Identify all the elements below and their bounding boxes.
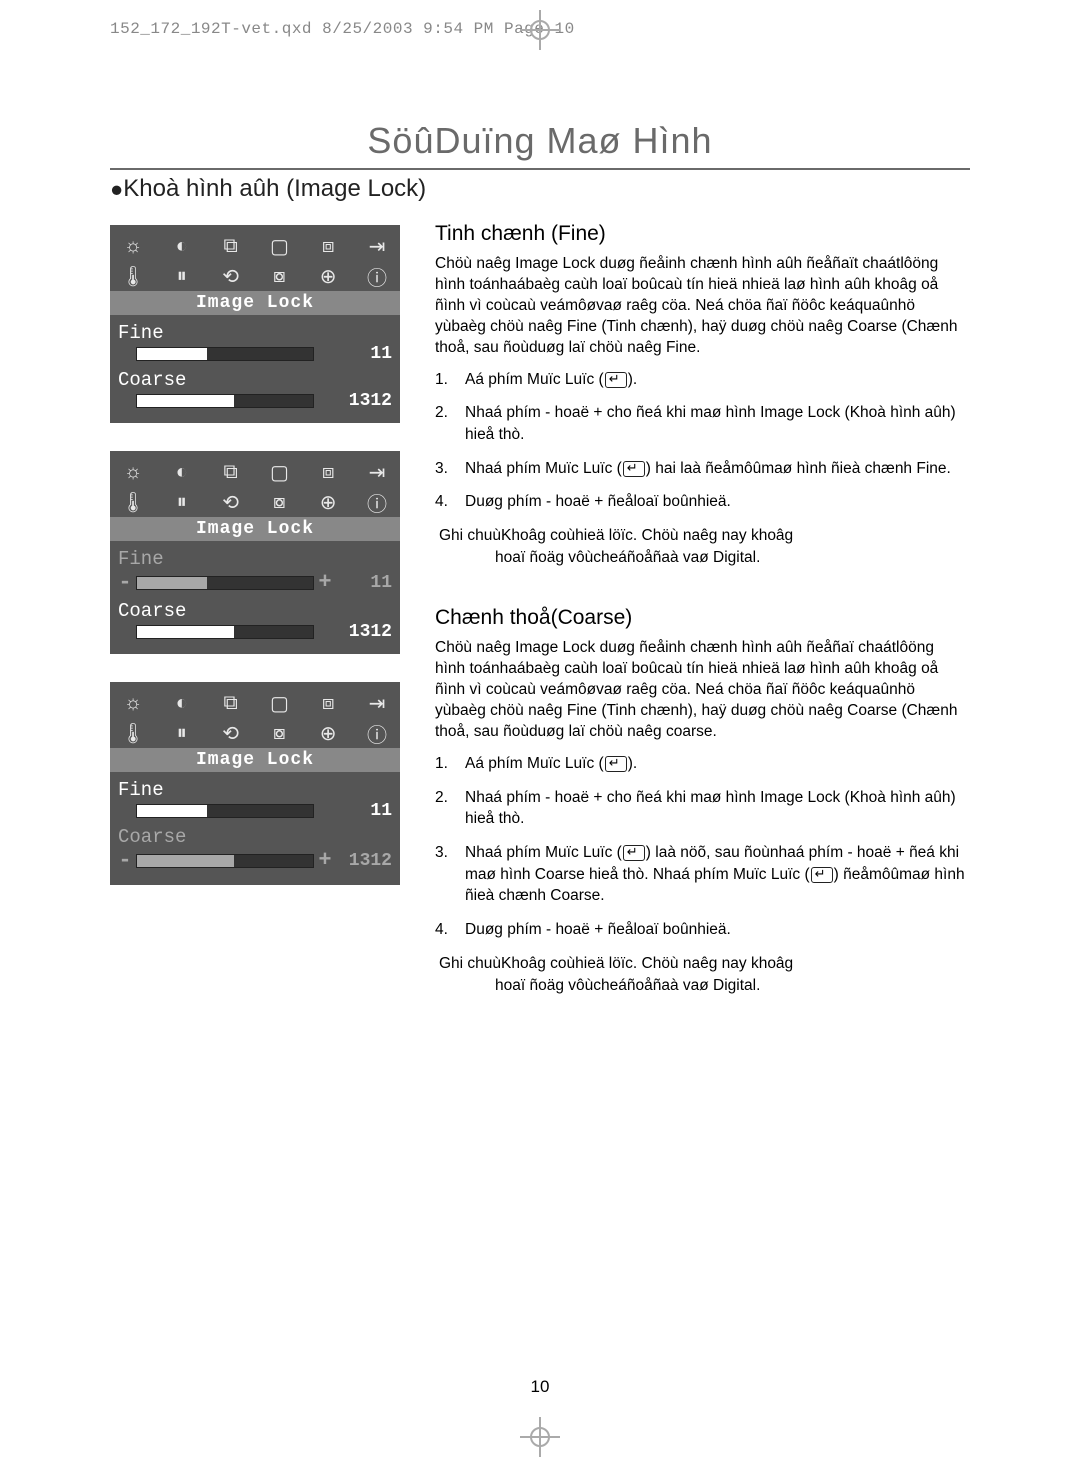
osd-label-bar: Image Lock (110, 291, 400, 315)
osd-panel: ☼ ◐ ⧉ ▢ ⧈ ⇥ 🌡 ⏸ ⟲ ⧇ ⊕ ⓘImage Lock Fine11 Coarse- +1312 (110, 682, 400, 885)
osd-icon: ⓘ (362, 489, 392, 515)
osd-icon: ⓘ (362, 263, 392, 289)
osd-item-name: Fine (118, 779, 392, 801)
osd-icon: ⧇ (264, 489, 294, 515)
osd-value: 1312 (336, 851, 392, 871)
enter-key-icon (605, 756, 627, 772)
osd-plus: + (318, 848, 332, 873)
osd-icon: ⊕ (313, 489, 343, 515)
osd-icon: ⊕ (313, 720, 343, 746)
coarse-steps: 1.Aá phím Muïc Luïc (). 2.Nhaá phím - hoa… (435, 753, 965, 941)
osd-icon: ⧈ (313, 233, 343, 259)
step-item: 4.Duøg phím - hoaë + ñeåloaï boûnhieä. (435, 919, 965, 941)
osd-panel: ☼ ◐ ⧉ ▢ ⧈ ⇥ 🌡 ⏸ ⟲ ⧇ ⊕ ⓘImage Lock Fine- +11 Coarse1312 (110, 451, 400, 654)
osd-icon: ⧈ (313, 690, 343, 716)
osd-icon: 🌡 (118, 720, 148, 746)
osd-icon: ⏸ (167, 720, 197, 746)
osd-icon: 🌡 (118, 489, 148, 515)
osd-slider (136, 804, 314, 818)
step-item: 4.Duøg phím - hoaë + ñeåloaï boûnhieä. (435, 491, 965, 513)
document-meta: 152_172_192T-vet.qxd 8/25/2003 9:54 PM P… (110, 20, 575, 38)
osd-slider (136, 394, 314, 408)
coarse-paragraph: Chöù naêg Image Lock duøg ñeåinh chænh h… (435, 638, 965, 743)
osd-icon: ⓘ (362, 720, 392, 746)
osd-icon: 🌡 (118, 263, 148, 289)
enter-key-icon (605, 372, 627, 388)
osd-value: 1312 (336, 622, 392, 642)
osd-icon: ⧈ (313, 459, 343, 485)
osd-icon: ⏸ (167, 489, 197, 515)
fine-steps: 1.Aá phím Muïc Luïc (). 2.Nhaá phím - hoa… (435, 369, 965, 513)
step-item: 3.Nhaá phím Muïc Luïc () hai laà ñeåmôûm… (435, 458, 965, 480)
osd-value: 1312 (336, 391, 392, 411)
fine-heading: Tinh chænh (Fine) (435, 222, 965, 246)
step-item: 2.Nhaá phím - hoaë + cho ñeá khi maø hìn… (435, 402, 965, 445)
osd-slider (136, 576, 314, 590)
osd-icon: ⇥ (362, 690, 392, 716)
osd-label-bar: Image Lock (110, 748, 400, 772)
osd-label-bar: Image Lock (110, 517, 400, 541)
osd-icon: ⧉ (216, 459, 246, 485)
osd-panel: ☼ ◐ ⧉ ▢ ⧈ ⇥ 🌡 ⏸ ⟲ ⧇ ⊕ ⓘImage Lock Fine11 Coarse1312 (110, 225, 400, 423)
osd-slider (136, 854, 314, 868)
enter-key-icon (623, 845, 645, 861)
page-number: 10 (531, 1377, 550, 1397)
osd-item-name: Fine (118, 548, 392, 570)
osd-icon: ⏸ (167, 263, 197, 289)
osd-value: 11 (336, 801, 392, 821)
coarse-heading: Chænh thoå(Coarse) (435, 606, 965, 630)
coarse-note: Ghi chuùKhoâg coùhieä löïc. Chöù naêg na… (435, 953, 965, 996)
fine-paragraph: Chöù naêg Image Lock duøg ñeåinh chænh h… (435, 254, 965, 359)
step-item: 1.Aá phím Muïc Luïc (). (435, 369, 965, 391)
step-item: 3.Nhaá phím Muïc Luïc () laà nöõ, sau ño… (435, 842, 965, 907)
osd-icon: ⟲ (216, 263, 246, 289)
fine-note: Ghi chuùKhoâg coùhieä löïc. Chöù naêg na… (435, 525, 965, 568)
enter-key-icon (811, 867, 833, 883)
text-column: Tinh chænh (Fine) Chöù naêg Image Lock d… (435, 222, 965, 996)
osd-icon: ☼ (118, 459, 148, 485)
osd-icon: ⊕ (313, 263, 343, 289)
section-heading: ●Khoà hình aûh (Image Lock) (110, 175, 426, 203)
osd-icon: ⟲ (216, 489, 246, 515)
osd-icon: ⟲ (216, 720, 246, 746)
osd-icon: ⧉ (216, 233, 246, 259)
osd-icon: ▢ (264, 459, 294, 485)
osd-value: 11 (336, 573, 392, 593)
osd-item-name: Fine (118, 322, 392, 344)
osd-minus: - (118, 848, 132, 873)
osd-icon: ◐ (167, 690, 197, 716)
step-item: 2.Nhaá phím - hoaë + cho ñeá khi maø hìn… (435, 787, 965, 830)
enter-key-icon (623, 461, 645, 477)
osd-value: 11 (336, 344, 392, 364)
osd-icon: ▢ (264, 690, 294, 716)
osd-icon: ◐ (167, 459, 197, 485)
osd-icon: ▢ (264, 233, 294, 259)
osd-slider (136, 625, 314, 639)
step-item: 1.Aá phím Muïc Luïc (). (435, 753, 965, 775)
osd-icon: ⇥ (362, 233, 392, 259)
osd-item-name: Coarse (118, 826, 392, 848)
osd-minus: - (118, 570, 132, 595)
osd-icon: ☼ (118, 690, 148, 716)
osd-plus: + (318, 570, 332, 595)
osd-icon: ⧉ (216, 690, 246, 716)
osd-column: ☼◐⧉▢⧈⇥🌡⏸⟲⧇⊕ⓘImage LockFine11Coarse1312☼◐… (110, 225, 420, 913)
osd-icon: ◐ (167, 233, 197, 259)
osd-icon: ☼ (118, 233, 148, 259)
osd-icon: ⧇ (264, 720, 294, 746)
osd-item-name: Coarse (118, 600, 392, 622)
osd-item-name: Coarse (118, 369, 392, 391)
osd-slider (136, 347, 314, 361)
osd-icon: ⇥ (362, 459, 392, 485)
crop-mark-top (520, 10, 560, 50)
page-title: SöûDuïng Maø Hình (110, 120, 970, 170)
osd-icon: ⧇ (264, 263, 294, 289)
crop-mark-bottom (520, 1417, 560, 1457)
